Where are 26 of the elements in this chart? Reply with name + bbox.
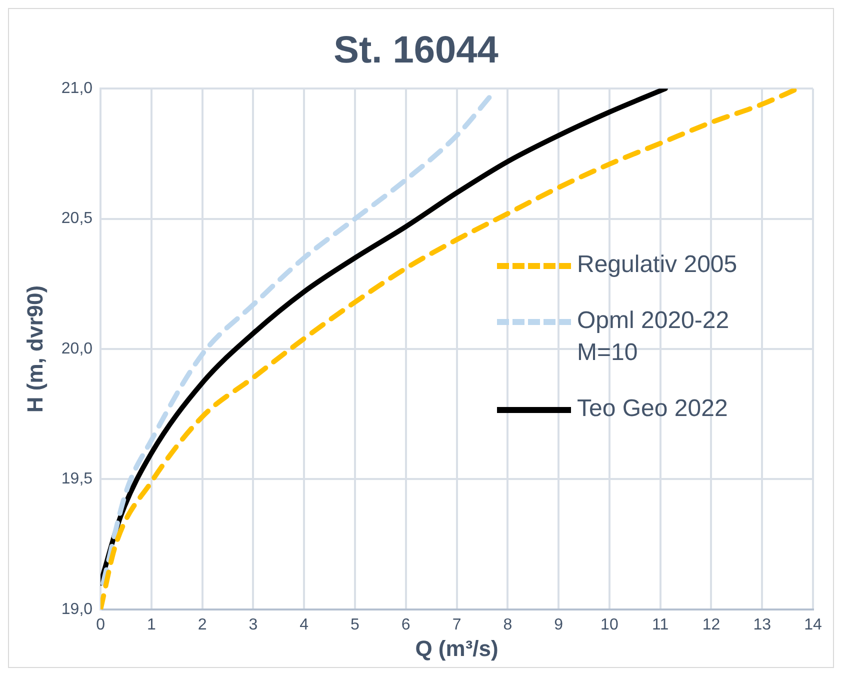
- y-tick-label: 20,0: [61, 340, 93, 358]
- x-tick-label: 8: [503, 616, 512, 634]
- legend-label: Opml 2020-22 M=10: [577, 306, 730, 368]
- x-tick-label: 1: [146, 616, 156, 634]
- y-tick-label: 21,0: [61, 80, 93, 98]
- legend-label: Regulativ 2005: [577, 250, 738, 280]
- x-tick-label: 5: [350, 616, 360, 634]
- x-axis-title: Q (m³/s): [415, 636, 498, 661]
- y-tick-label: 20,5: [61, 210, 93, 228]
- y-tick-label: 19,5: [61, 470, 93, 488]
- x-tick-label: 10: [600, 616, 618, 634]
- x-tick-label: 14: [804, 616, 822, 634]
- chart-title: St. 16044: [334, 29, 498, 72]
- x-tick-label: 11: [652, 616, 669, 634]
- x-tick-label: 0: [96, 616, 106, 634]
- x-tick-label: 6: [401, 616, 410, 634]
- x-tick-label: 3: [248, 616, 258, 634]
- legend-label: Teo Geo 2022: [577, 394, 729, 424]
- y-axis-title: H (m, dvr90): [22, 285, 48, 413]
- x-tick-label: 4: [300, 616, 309, 634]
- x-tick-label: 12: [702, 616, 720, 634]
- x-tick-label: 2: [198, 616, 207, 634]
- x-tick-label: 13: [753, 616, 772, 634]
- x-tick-label: 7: [452, 616, 462, 634]
- y-tick-label: 19,0: [61, 600, 93, 618]
- x-tick-label: 9: [554, 616, 564, 634]
